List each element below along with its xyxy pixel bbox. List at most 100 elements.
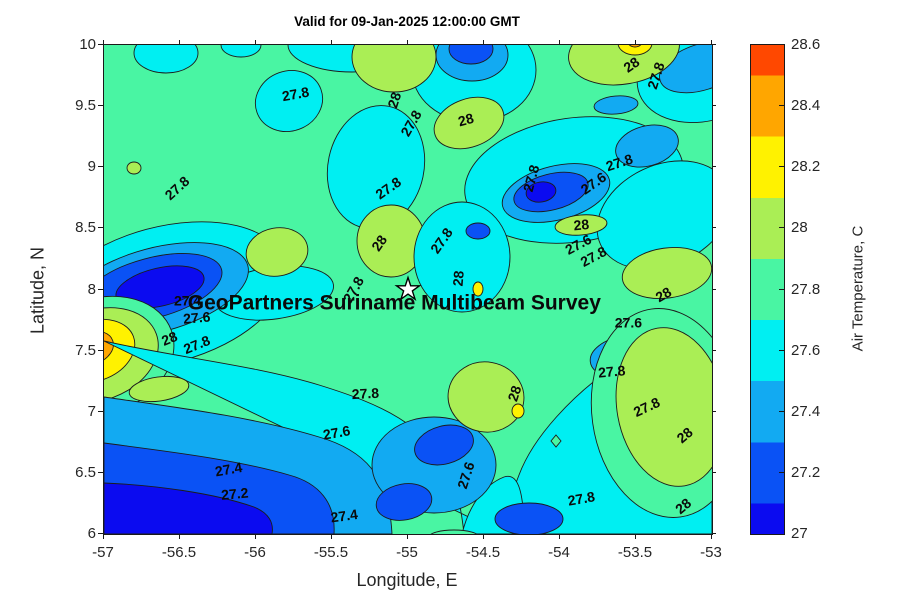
contour-label: 27.4 xyxy=(174,293,201,309)
y-tick-label: 7 xyxy=(87,402,96,420)
colorbar-tick-mark xyxy=(779,288,784,290)
y-tick-label: 6.5 xyxy=(75,463,96,481)
y-tick-mark xyxy=(98,105,103,107)
y-tick-label: 10 xyxy=(79,36,96,53)
survey-text-overlay: GeoPartners Suriname Multibeam Survey xyxy=(188,292,601,315)
y-tick-mark-right xyxy=(712,288,716,290)
y-tick-mark-right xyxy=(712,410,716,412)
y-tick-label: 9.5 xyxy=(75,97,96,115)
y-tick-mark xyxy=(98,166,103,168)
y-tick-mark xyxy=(98,533,103,534)
colorbar-tick-label: 28.4 xyxy=(791,97,821,115)
contour-label: 28 xyxy=(504,383,524,403)
x-tick-mark-top xyxy=(331,40,332,44)
x-tick-mark xyxy=(179,534,180,539)
x-tick-label: -56 xyxy=(244,544,266,561)
contour-bands xyxy=(104,45,712,534)
y-tick-label: 7.5 xyxy=(75,341,96,359)
x-tick-label: -55.5 xyxy=(313,544,349,561)
y-tick-label: 8.5 xyxy=(75,219,96,237)
contour-label: 27.8 xyxy=(566,488,596,509)
y-tick-label: 9 xyxy=(87,158,96,176)
x-tick-label: -53 xyxy=(700,544,722,561)
x-tick-label: -53.5 xyxy=(617,544,653,561)
colorbar-tick-mark xyxy=(779,471,784,473)
colorbar-tick-label: 28.6 xyxy=(791,36,821,53)
x-tick-mark-top xyxy=(483,40,484,44)
y-tick-mark-right xyxy=(712,166,716,168)
x-tick-mark xyxy=(331,534,332,539)
contour-label: 28 xyxy=(573,216,590,233)
y-tick-mark-right xyxy=(712,349,716,351)
x-tick-mark-top xyxy=(559,40,560,44)
colorbar-tick-label: 27.6 xyxy=(791,341,821,359)
y-tick-mark-right xyxy=(712,105,716,107)
contour-label: 27.8 xyxy=(351,385,379,402)
colorbar xyxy=(750,44,785,535)
x-tick-label: -56.5 xyxy=(161,544,197,561)
x-tick-mark xyxy=(407,534,408,539)
x-tick-mark xyxy=(103,534,104,539)
y-tick-mark xyxy=(98,227,103,229)
x-tick-mark-top xyxy=(407,40,408,44)
x-axis-label: Longitude, E xyxy=(356,570,458,590)
colorbar-tick-label: 27.2 xyxy=(791,463,821,481)
x-tick-mark-top xyxy=(179,40,180,44)
x-tick-mark-top xyxy=(635,40,636,44)
colorbar-tick-mark xyxy=(779,227,784,229)
colorbar-label: Air Temperature, C xyxy=(849,225,867,352)
colorbar-tick-label: 27.8 xyxy=(791,280,821,298)
colorbar-tick-label: 27 xyxy=(791,525,808,542)
colorbar-tick-mark xyxy=(779,410,784,412)
contour-label: 27.8 xyxy=(597,362,626,380)
plot-title: Valid for 09-Jan-2025 12:00:00 GMT xyxy=(294,14,520,29)
colorbar-tick-label: 28 xyxy=(791,219,808,237)
x-tick-mark-top xyxy=(103,40,104,44)
x-tick-label: -55 xyxy=(396,544,418,561)
x-tick-mark xyxy=(255,534,256,539)
contour-label: 28 xyxy=(384,90,404,110)
contour-label: 27.4 xyxy=(214,459,244,480)
x-tick-mark-top xyxy=(711,40,712,44)
star-marker xyxy=(394,275,422,302)
y-tick-mark-right xyxy=(712,227,716,229)
colorbar-tick-label: 28.2 xyxy=(791,158,821,176)
x-tick-mark xyxy=(711,534,712,539)
y-tick-mark-right xyxy=(712,44,716,45)
colorbar-tick-mark xyxy=(779,349,784,351)
contour-label: 28 xyxy=(456,110,475,130)
contour-label: 27.6 xyxy=(615,315,642,331)
y-tick-mark-right xyxy=(712,471,716,473)
x-tick-mark-top xyxy=(255,40,256,44)
contour-label: 27.6 xyxy=(182,308,211,326)
y-tick-label: 8 xyxy=(87,280,96,298)
x-tick-label: -54.5 xyxy=(465,544,501,561)
y-tick-mark-right xyxy=(712,533,716,534)
y-tick-mark xyxy=(98,349,103,351)
y-tick-mark xyxy=(98,44,103,45)
y-tick-mark xyxy=(98,471,103,473)
x-tick-mark xyxy=(635,534,636,539)
contour-label: 27.6 xyxy=(322,422,352,443)
contour-label: 27.2 xyxy=(220,485,249,503)
y-tick-label: 6 xyxy=(87,525,96,542)
contour-label: 27.8 xyxy=(281,84,311,105)
plot-area: 27.8 28 27.8 28 28 27.8 27.8 27.8 27.8 27.8 27.6 28… xyxy=(103,44,713,535)
x-tick-mark xyxy=(483,534,484,539)
y-tick-mark xyxy=(98,288,103,290)
contour-label: 27.4 xyxy=(330,506,359,526)
colorbar-tick-mark xyxy=(779,166,784,168)
colorbar-tick-mark xyxy=(779,105,784,107)
contour-label: 28 xyxy=(450,270,467,287)
contour-label: 28 xyxy=(159,328,180,349)
contour-label: 28 xyxy=(653,283,675,305)
x-tick-label: -54 xyxy=(548,544,570,561)
y-tick-mark xyxy=(98,410,103,412)
x-tick-label: -57 xyxy=(92,544,114,561)
contour-label: 27.8 xyxy=(520,163,543,194)
colorbar-tick-label: 27.4 xyxy=(791,402,821,420)
x-tick-mark xyxy=(559,534,560,539)
